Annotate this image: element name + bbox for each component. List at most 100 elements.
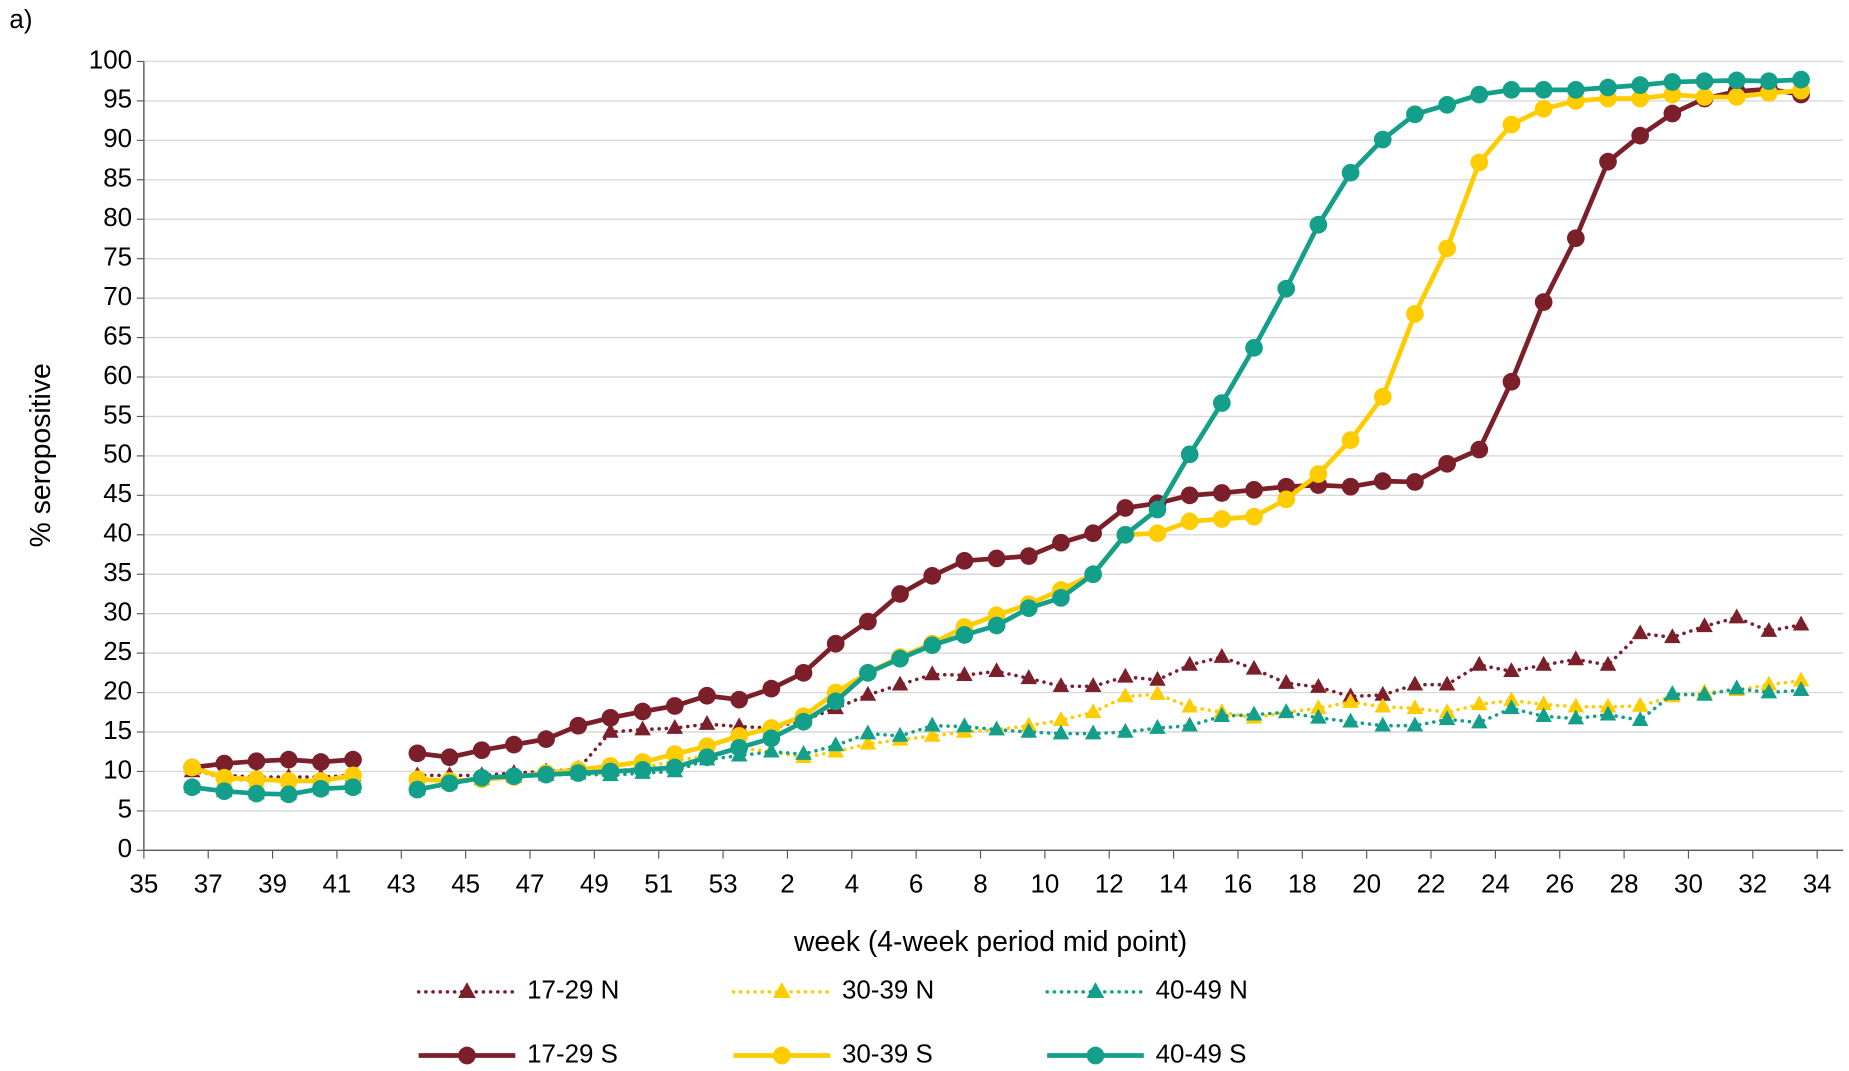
- data-point: [923, 716, 941, 732]
- data-point: [408, 780, 427, 799]
- data-point: [1534, 81, 1553, 99]
- data-point: [1696, 617, 1713, 633]
- data-point: [1503, 699, 1520, 715]
- data-point: [1470, 153, 1489, 172]
- data-point: [891, 649, 909, 668]
- data-point: [1631, 696, 1649, 712]
- x-tick-label: 6: [909, 871, 923, 899]
- data-point: [1213, 647, 1231, 663]
- data-point: [1277, 477, 1296, 496]
- x-tick-label: 43: [387, 871, 416, 899]
- data-point: [1245, 507, 1263, 526]
- data-point: [1502, 115, 1521, 134]
- data-point: [279, 772, 298, 790]
- data-point: [472, 768, 491, 787]
- legend-label: 17-29 S: [527, 1040, 618, 1068]
- data-point: [1727, 88, 1746, 106]
- x-tick-label: 39: [258, 871, 287, 899]
- data-point: [1438, 710, 1456, 726]
- data-point: [472, 741, 491, 760]
- data-point: [537, 730, 555, 748]
- data-point: [1149, 670, 1166, 686]
- data-point: [698, 686, 716, 705]
- legend-label: 17-29 N: [527, 977, 619, 1005]
- legend-marker: [772, 1046, 791, 1065]
- data-point: [698, 715, 716, 730]
- data-point: [1471, 655, 1488, 671]
- data-point: [859, 612, 877, 631]
- data-point: [1245, 480, 1263, 499]
- data-point: [795, 745, 812, 760]
- data-point: [505, 735, 523, 754]
- data-point: [1760, 621, 1778, 637]
- data-point: [344, 750, 362, 769]
- data-point: [1181, 655, 1198, 671]
- data-point: [1535, 695, 1552, 711]
- data-point: [1180, 486, 1199, 505]
- data-point: [794, 712, 813, 731]
- y-tick-label: 65: [103, 322, 132, 350]
- x-tick-label: 20: [1352, 871, 1381, 899]
- data-point: [1117, 667, 1134, 683]
- y-tick-label: 40: [103, 520, 132, 548]
- data-point: [1084, 703, 1102, 719]
- data-point: [1599, 655, 1617, 671]
- data-point: [1406, 699, 1424, 715]
- data-point: [1342, 712, 1359, 728]
- data-point: [1374, 685, 1392, 701]
- data-point: [1084, 524, 1102, 543]
- data-point: [1213, 510, 1231, 528]
- data-point: [1245, 338, 1263, 357]
- data-point: [1277, 674, 1295, 689]
- y-tick-label: 35: [103, 559, 132, 587]
- data-point: [1020, 722, 1038, 738]
- data-point: [1566, 229, 1585, 248]
- series-line: [191, 88, 1802, 784]
- y-tick-label: 55: [103, 401, 132, 429]
- legend-marker: [1086, 982, 1105, 999]
- data-point: [1502, 372, 1521, 391]
- data-point: [215, 754, 234, 773]
- data-point: [956, 717, 973, 733]
- y-axis-title: % seropositive: [24, 363, 56, 547]
- data-point: [1277, 279, 1296, 298]
- data-point: [1374, 697, 1392, 713]
- data-point: [1373, 472, 1392, 490]
- data-point: [665, 745, 684, 763]
- data-point: [1502, 81, 1521, 99]
- data-point: [408, 744, 427, 763]
- x-tick-label: 34: [1803, 871, 1832, 899]
- data-point: [859, 734, 877, 750]
- data-point: [1406, 675, 1424, 691]
- x-tick-label: 8: [973, 871, 987, 899]
- x-tick-label: 41: [323, 871, 352, 899]
- data-point: [1084, 565, 1102, 584]
- data-point: [1213, 484, 1231, 502]
- data-point: [1181, 697, 1198, 713]
- x-tick-label: 26: [1545, 871, 1574, 899]
- data-point: [1245, 659, 1263, 675]
- x-tick-label: 51: [644, 871, 673, 899]
- x-tick-label: 37: [194, 871, 223, 899]
- data-point: [1181, 716, 1198, 732]
- data-point: [247, 784, 266, 803]
- data-point: [1535, 707, 1552, 723]
- data-point: [1052, 711, 1070, 726]
- data-point: [215, 782, 234, 801]
- data-point: [279, 785, 298, 804]
- y-tick-label: 70: [103, 283, 132, 311]
- data-point: [1341, 431, 1360, 449]
- data-point: [827, 736, 844, 752]
- y-tick-label: 85: [103, 165, 132, 193]
- data-point: [1760, 683, 1778, 699]
- x-tick-label: 22: [1417, 871, 1446, 899]
- data-point: [1599, 152, 1617, 171]
- data-point: [1406, 473, 1424, 491]
- data-point: [1438, 675, 1456, 691]
- data-point: [1148, 524, 1167, 543]
- data-point: [505, 767, 523, 786]
- data-point: [1116, 499, 1135, 517]
- data-point: [1567, 650, 1585, 666]
